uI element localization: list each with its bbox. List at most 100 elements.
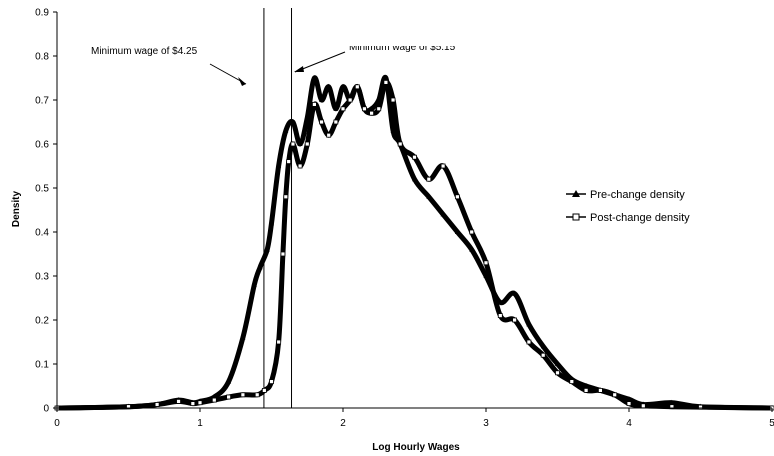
y-tick-label: 0.7 — [35, 96, 49, 107]
data-point — [276, 163, 282, 168]
data-point — [311, 75, 317, 80]
data-point — [297, 141, 303, 146]
series-pre-change — [54, 74, 774, 411]
data-point — [383, 75, 389, 80]
series-line — [54, 74, 774, 411]
data-point — [264, 246, 270, 252]
data-point — [290, 141, 296, 147]
square-marker-icon — [572, 213, 580, 221]
data-point — [340, 83, 346, 89]
data-point — [512, 317, 517, 323]
data-point — [626, 401, 632, 407]
legend-label-pre: Pre-change density — [590, 189, 685, 201]
data-point — [540, 352, 546, 358]
data-point — [555, 361, 560, 366]
y-tick-label: 0.2 — [35, 316, 49, 327]
data-point — [304, 114, 310, 120]
legend-item-pre: Pre-change density — [566, 189, 685, 201]
data-point — [440, 163, 446, 169]
data-point — [426, 193, 432, 199]
data-point — [376, 106, 382, 112]
data-point — [211, 397, 217, 403]
data-point — [304, 141, 310, 147]
data-point — [269, 220, 274, 226]
data-point — [454, 194, 460, 200]
data-point — [251, 281, 257, 287]
data-point — [626, 396, 632, 402]
data-point — [226, 378, 232, 384]
data-point — [326, 83, 332, 89]
arrowhead-icon — [294, 66, 304, 72]
data-point — [126, 404, 131, 410]
data-point — [483, 273, 489, 278]
data-point — [290, 119, 296, 124]
y-tick-label: 0 — [43, 404, 49, 415]
data-point — [397, 141, 403, 147]
x-tick-label: 4 — [626, 418, 632, 429]
plot-area — [54, 8, 774, 411]
data-point — [280, 251, 286, 257]
annotation-label-5-15: Minimum wage of $5.15 — [349, 42, 456, 53]
data-point — [454, 229, 460, 234]
data-point — [383, 80, 389, 85]
data-point — [369, 105, 375, 111]
data-point — [276, 339, 282, 345]
data-point — [261, 387, 267, 393]
data-point — [286, 159, 292, 165]
data-point — [283, 127, 289, 133]
y-tick-label: 0.1 — [35, 360, 49, 371]
data-point — [555, 370, 560, 376]
data-point — [254, 392, 260, 398]
y-tick-label: 0.8 — [35, 52, 49, 63]
data-point — [669, 399, 675, 405]
data-point — [583, 387, 589, 393]
data-point — [483, 260, 489, 266]
data-point — [197, 400, 203, 406]
data-point — [598, 387, 603, 393]
annotation-label-4-25: Minimum wage of $4.25 — [91, 46, 198, 57]
data-point — [333, 105, 339, 111]
y-tick-label: 0.4 — [35, 228, 49, 239]
triangle-marker-icon — [572, 190, 580, 197]
data-point — [369, 110, 375, 116]
x-tick-label: 2 — [340, 418, 346, 429]
y-tick-label: 0.3 — [35, 272, 49, 283]
data-point — [426, 176, 432, 182]
data-point — [347, 97, 353, 103]
data-point — [612, 392, 618, 398]
data-point — [412, 176, 417, 182]
data-point — [497, 313, 503, 319]
x-tick-label: 1 — [197, 418, 203, 429]
data-point — [412, 154, 417, 160]
data-point — [326, 132, 332, 138]
data-point — [497, 299, 503, 305]
y-axis-title: Density — [11, 191, 22, 228]
x-tick-label: 5 — [769, 418, 774, 429]
legend-label-post: Post-change density — [590, 212, 690, 224]
x-tick-label: 3 — [483, 418, 489, 429]
annotation-4-25: Minimum wage of $4.25 — [91, 46, 247, 86]
data-point — [340, 106, 346, 112]
data-point — [257, 264, 263, 270]
data-point — [569, 379, 575, 385]
data-point — [390, 127, 396, 133]
data-point — [440, 211, 446, 217]
arrowhead-icon — [238, 77, 246, 86]
data-point — [362, 106, 367, 112]
data-point — [469, 229, 475, 235]
axes: 0 0.1 0.2 0.3 0.4 0.5 0.6 0.7 0.8 0.9 0 1 2 3 4 5 — [35, 8, 774, 430]
data-point — [469, 246, 475, 252]
data-point — [526, 339, 532, 345]
data-point — [640, 403, 646, 409]
data-point — [190, 401, 196, 407]
data-point — [669, 404, 675, 410]
series-line — [54, 79, 774, 411]
annotation-5-15: Minimum wage of $5.15 — [294, 42, 456, 73]
data-point — [176, 398, 181, 404]
data-point — [226, 394, 232, 400]
data-point — [283, 194, 289, 200]
data-point — [297, 163, 303, 169]
data-point — [240, 334, 246, 340]
series-post-change — [54, 79, 774, 411]
